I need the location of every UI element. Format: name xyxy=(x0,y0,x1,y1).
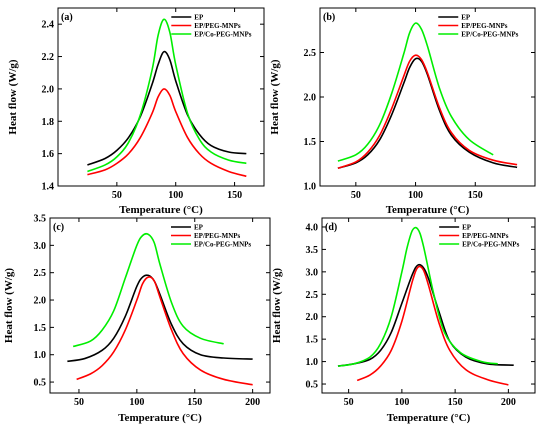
plot-frame xyxy=(57,7,265,187)
y-tick-label: 1.0 xyxy=(304,182,317,193)
y-tick-label: 1.8 xyxy=(42,117,55,128)
y-tick-label: 3.0 xyxy=(34,241,47,252)
x-tick-label: 150 xyxy=(448,397,463,408)
series-line-ep-peg-mnps xyxy=(356,265,509,386)
x-axis-title: Temperature (°C) xyxy=(119,204,203,216)
legend-entry: EP xyxy=(194,224,204,232)
y-tick-label: 2.0 xyxy=(42,84,55,95)
y-tick-label: 2.2 xyxy=(42,52,55,63)
x-tick-label: 50 xyxy=(351,190,361,201)
y-tick-label: 2.0 xyxy=(304,93,317,104)
x-axis-title: Temperature (°C) xyxy=(386,204,470,216)
y-tick-label: 1.0 xyxy=(34,350,47,361)
y-tick-label: 2.0 xyxy=(306,312,319,323)
x-tick-label: 50 xyxy=(74,397,84,408)
x-tick-label: 200 xyxy=(501,397,516,408)
y-tick-label: 1.6 xyxy=(42,149,55,160)
series-line-ep-peg-mnps xyxy=(76,276,253,386)
legend-entry: EP/Co-PEG-MNPs xyxy=(194,241,251,249)
y-tick-label: 4.0 xyxy=(306,222,319,233)
series-line-ep-co-peg-mnps xyxy=(337,22,494,162)
y-tick-label: 1.4 xyxy=(42,182,55,193)
series-line-ep-peg-mnps xyxy=(337,54,518,169)
series-line-ep xyxy=(337,263,514,367)
panel-d: 50 100 150 200 0.5 1.0 1.5 2.0 2.5 3.0 3.5 4.0 (d) EP… xyxy=(271,217,536,424)
series-line-ep xyxy=(337,57,518,169)
legend-entry: EP/Co-PEG-MNPs xyxy=(462,241,519,249)
y-tick-label: 0.5 xyxy=(34,378,47,389)
series-line-ep-co-peg-mnps xyxy=(337,226,498,367)
series-line-ep-co-peg-mnps xyxy=(72,232,224,348)
x-tick-label: 100 xyxy=(408,190,423,201)
x-tick-label: 100 xyxy=(168,190,183,201)
x-tick-label: 50 xyxy=(344,397,354,408)
y-tick-label: 2.5 xyxy=(304,48,317,59)
x-tick-label: 200 xyxy=(245,397,260,408)
legend-entry: EP/PEG-MNPs xyxy=(194,232,241,240)
panel-label: (a) xyxy=(61,12,73,23)
y-axis-title: Heat flow (W/g) xyxy=(269,59,281,134)
series-line-ep-peg-mnps xyxy=(87,88,247,178)
y-tick-label: 1.5 xyxy=(304,137,317,148)
x-tick-label: 150 xyxy=(227,190,242,201)
legend-entry: EP/PEG-MNPs xyxy=(461,22,508,30)
y-tick-label: 1.0 xyxy=(306,357,319,368)
y-tick-label: 1.5 xyxy=(34,323,47,334)
series-line-ep-co-peg-mnps xyxy=(87,18,247,173)
x-tick-label: 100 xyxy=(129,397,144,408)
x-axis-title: Temperature (°C) xyxy=(387,412,471,424)
panel-label: (c) xyxy=(53,222,64,233)
x-axis-title: Temperature (°C) xyxy=(118,412,202,424)
panel-label: (b) xyxy=(323,12,335,23)
x-tick-label: 150 xyxy=(468,190,483,201)
plot-frame xyxy=(321,217,536,394)
plot-frame xyxy=(49,217,271,394)
y-tick-label: 2.5 xyxy=(306,290,319,301)
x-tick-label: 100 xyxy=(394,397,409,408)
panel-b: 50 100 150 1.0 1.5 2.0 2.5 (b) EPEP/PEG-MNPsEP/C… xyxy=(269,7,536,216)
panel-a: 50 100 150 1.4 1.6 1.8 2.0 2.2 2.4 (a) EPEP/PEG-MN… xyxy=(7,7,265,216)
y-tick-label: 2.4 xyxy=(42,20,55,31)
panel-label: (d) xyxy=(325,222,337,233)
y-tick-label: 2.5 xyxy=(34,268,47,279)
y-tick-label: 0.5 xyxy=(306,380,319,391)
series-line-ep xyxy=(67,274,253,363)
series-line-ep xyxy=(87,50,247,166)
legend-entry: EP xyxy=(194,14,204,22)
x-tick-label: 150 xyxy=(187,397,202,408)
legend-entry: EP xyxy=(462,224,472,232)
legend-entry: EP/PEG-MNPs xyxy=(194,22,241,30)
y-tick-label: 1.5 xyxy=(306,335,319,346)
y-axis-title: Heat flow (W/g) xyxy=(7,59,19,134)
legend-entry: EP/Co-PEG-MNPs xyxy=(194,31,251,39)
y-tick-label: 3.5 xyxy=(34,214,47,225)
legend-entry: EP/PEG-MNPs xyxy=(462,232,509,240)
x-tick-label: 50 xyxy=(112,190,122,201)
legend-entry: EP/Co-PEG-MNPs xyxy=(461,31,518,39)
y-axis-title: Heat flow (W/g) xyxy=(271,268,283,343)
y-tick-label: 2.0 xyxy=(34,296,47,307)
y-tick-label: 3.0 xyxy=(306,267,319,278)
legend-entry: EP xyxy=(461,14,471,22)
y-axis-title: Heat flow (W/g) xyxy=(3,268,15,343)
y-tick-label: 3.5 xyxy=(306,245,319,256)
